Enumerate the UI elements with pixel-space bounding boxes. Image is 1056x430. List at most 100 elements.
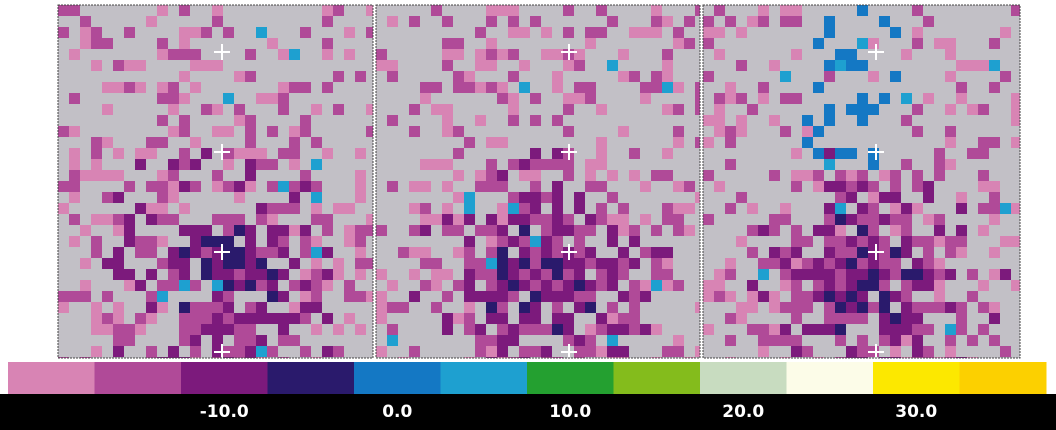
map-pixel <box>168 214 179 225</box>
map-pixel <box>1011 203 1020 214</box>
map-pixel <box>857 170 868 181</box>
map-pixel <box>585 335 596 346</box>
map-pixel <box>256 258 267 269</box>
map-pixel <box>464 280 475 291</box>
figure: -10.00.010.020.030.0 <box>0 0 1056 430</box>
map-pixel <box>168 170 179 181</box>
map-pixel <box>442 181 453 192</box>
map-pixel <box>912 170 923 181</box>
map-pixel <box>267 225 278 236</box>
map-pixel <box>234 71 245 82</box>
map-pixel <box>168 192 179 203</box>
map-pixel <box>157 115 168 126</box>
map-pixel <box>563 214 574 225</box>
map-pixel <box>300 170 311 181</box>
map-pixel <box>703 71 714 82</box>
map-pixel <box>497 313 508 324</box>
map-pixel <box>387 181 398 192</box>
map-pixel <box>300 181 311 192</box>
map-pixel <box>673 27 684 38</box>
map-pixel <box>846 170 857 181</box>
map-pixel <box>769 291 780 302</box>
map-pixel <box>736 126 747 137</box>
map-pixel <box>835 247 846 258</box>
map-pixel <box>835 335 846 346</box>
map-pixel <box>113 82 124 93</box>
map-pixel <box>846 247 857 258</box>
map-pixel <box>824 291 835 302</box>
map-pixel <box>563 159 574 170</box>
map-pixel <box>673 335 684 346</box>
map-pixel <box>596 280 607 291</box>
map-pixel <box>431 5 442 16</box>
map-pixel <box>780 302 791 313</box>
map-pixel <box>102 313 113 324</box>
map-pixel <box>376 346 387 357</box>
map-pixel <box>497 291 508 302</box>
map-pixel <box>366 5 373 16</box>
map-pixel <box>596 346 607 357</box>
map-pixel <box>912 38 923 49</box>
map-pixel <box>714 280 725 291</box>
map-pixel <box>289 192 300 203</box>
map-pixel <box>607 170 618 181</box>
map-pixel <box>725 93 736 104</box>
map-pixel <box>835 313 846 324</box>
map-pixel <box>212 313 223 324</box>
map-pixel <box>901 302 912 313</box>
map-pixel <box>857 104 868 115</box>
map-pixel <box>912 302 923 313</box>
map-pixel <box>355 148 366 159</box>
map-pixel <box>813 170 824 181</box>
map-pixel <box>868 225 879 236</box>
map-pixel <box>868 269 879 280</box>
map-pixel <box>585 302 596 313</box>
map-pixel <box>541 225 552 236</box>
map-pixel <box>574 49 585 60</box>
map-pixel <box>322 247 333 258</box>
map-pixel <box>453 49 464 60</box>
map-pixel <box>267 93 278 104</box>
map-pixel <box>431 302 442 313</box>
map-pixel <box>223 291 234 302</box>
map-pixel <box>376 313 387 324</box>
map-pixel <box>725 258 736 269</box>
map-pixel <box>289 148 300 159</box>
map-pixel <box>146 236 157 247</box>
map-pixel <box>387 60 398 71</box>
map-pixel <box>201 225 212 236</box>
map-pixel <box>69 49 80 60</box>
map-pixel <box>945 49 956 60</box>
map-pixel <box>486 335 497 346</box>
map-pixel <box>736 27 747 38</box>
map-pixel <box>519 192 530 203</box>
map-pixel <box>923 181 934 192</box>
map-pixel <box>267 346 278 357</box>
map-pixel <box>791 181 802 192</box>
map-pixel <box>890 324 901 335</box>
map-pixel <box>179 71 190 82</box>
map-pixel <box>912 313 923 324</box>
map-pixel <box>563 93 574 104</box>
map-pixel <box>508 335 519 346</box>
map-pixel <box>857 335 868 346</box>
colorbar-tick-label: -10.0 <box>200 402 249 422</box>
colorbar-segment <box>441 362 528 394</box>
map-pixel <box>824 214 835 225</box>
map-pixel <box>585 159 596 170</box>
map-pixel <box>497 49 508 60</box>
map-pixel <box>596 324 607 335</box>
map-pixel <box>747 104 758 115</box>
map-pixel <box>212 324 223 335</box>
map-pixel <box>497 203 508 214</box>
map-pixel <box>311 247 322 258</box>
map-pixel <box>464 247 475 258</box>
map-pixel <box>256 203 267 214</box>
map-pixel <box>662 203 673 214</box>
map-pixel <box>431 280 442 291</box>
map-pixel <box>234 148 245 159</box>
map-pixel <box>464 71 475 82</box>
map-pixel <box>420 159 431 170</box>
map-pixel <box>322 148 333 159</box>
map-pixel <box>223 258 234 269</box>
